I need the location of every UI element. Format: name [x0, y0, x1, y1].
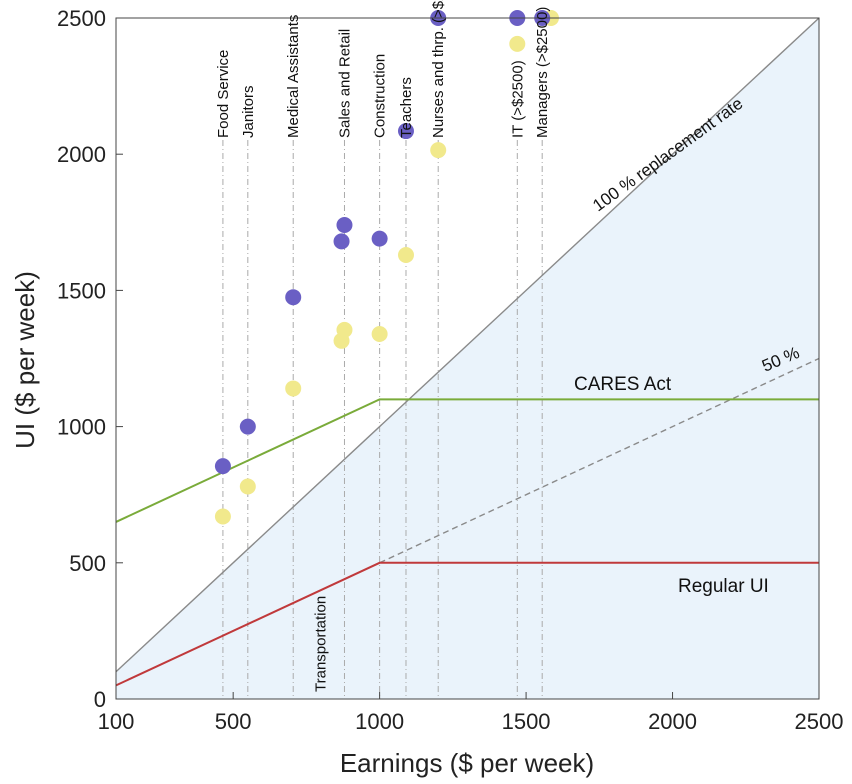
- plot-frame: [115, 17, 820, 700]
- blue-point-3: [333, 233, 350, 250]
- yellow-point-2: [285, 380, 302, 397]
- x-tick-label-3: 1500: [502, 709, 551, 734]
- occupation-label-5: Teachers: [398, 77, 415, 138]
- yellow-point-0: [214, 508, 231, 525]
- label-cares-act: CARES Act: [574, 374, 672, 395]
- yellow-point-8: [509, 35, 526, 52]
- y-tick-label-4: 2000: [57, 142, 106, 167]
- occupation-label-6: Nurses and thrp. (>$2500): [430, 0, 447, 138]
- y-tick-label-1: 500: [69, 551, 106, 576]
- occupation-label-0: Food Service: [215, 50, 232, 138]
- axes: 100 500 1000 1500 2000 2500 0 500 1000 1500 2000 25…: [57, 6, 843, 734]
- label-regular-ui: Regular UI: [678, 576, 769, 597]
- y-axis-label: UI ($ per week): [10, 271, 40, 449]
- line-2: [115, 398, 819, 523]
- occupation-label-4: Construction: [372, 54, 389, 138]
- x-tick-label-1: 500: [215, 709, 252, 734]
- yellow-point-6: [397, 246, 414, 263]
- line-0: [115, 17, 820, 673]
- y-tick-label-0: 0: [94, 687, 106, 712]
- occupation-label-9: Transportation: [313, 596, 330, 692]
- blue-point-0: [214, 458, 231, 475]
- yellow-point-1: [239, 478, 256, 495]
- occupation-label-2: Medical Assistants: [285, 15, 302, 138]
- below-replacement-region: [116, 18, 819, 699]
- occupation-label-8: Managers (>$2500): [534, 7, 551, 138]
- benefit-lines: [115, 17, 820, 687]
- occupation-label-3: Sales and Retail: [336, 29, 353, 138]
- blue-point-2: [285, 289, 302, 306]
- x-axis-label: Earnings ($ per week): [340, 748, 594, 778]
- x-tick-label-0: 100: [98, 709, 135, 734]
- yellow-point-5: [371, 325, 388, 342]
- text-labels: Food Service Janitors Medical Assistants Sa…: [215, 0, 551, 692]
- data-points: [214, 10, 559, 525]
- y-tick-label-5: 2500: [57, 6, 106, 31]
- occupation-label-7: IT (>$2500): [509, 60, 526, 138]
- x-tick-label-5: 2500: [795, 709, 844, 734]
- line-3: [115, 561, 819, 687]
- blue-point-4: [336, 217, 353, 234]
- yellow-point-7: [430, 142, 447, 159]
- blue-point-5: [371, 230, 388, 247]
- y-tick-label-3: 1500: [57, 278, 106, 303]
- x-tick-label-4: 2000: [648, 709, 697, 734]
- blue-point-6: [397, 123, 414, 140]
- x-tick-label-2: 1000: [355, 709, 404, 734]
- y-tick-label-2: 1000: [57, 415, 106, 440]
- blue-point-1: [239, 418, 256, 435]
- yellow-point-4: [336, 321, 353, 338]
- line-1: [379, 357, 820, 564]
- occupation-label-1: Janitors: [240, 85, 257, 138]
